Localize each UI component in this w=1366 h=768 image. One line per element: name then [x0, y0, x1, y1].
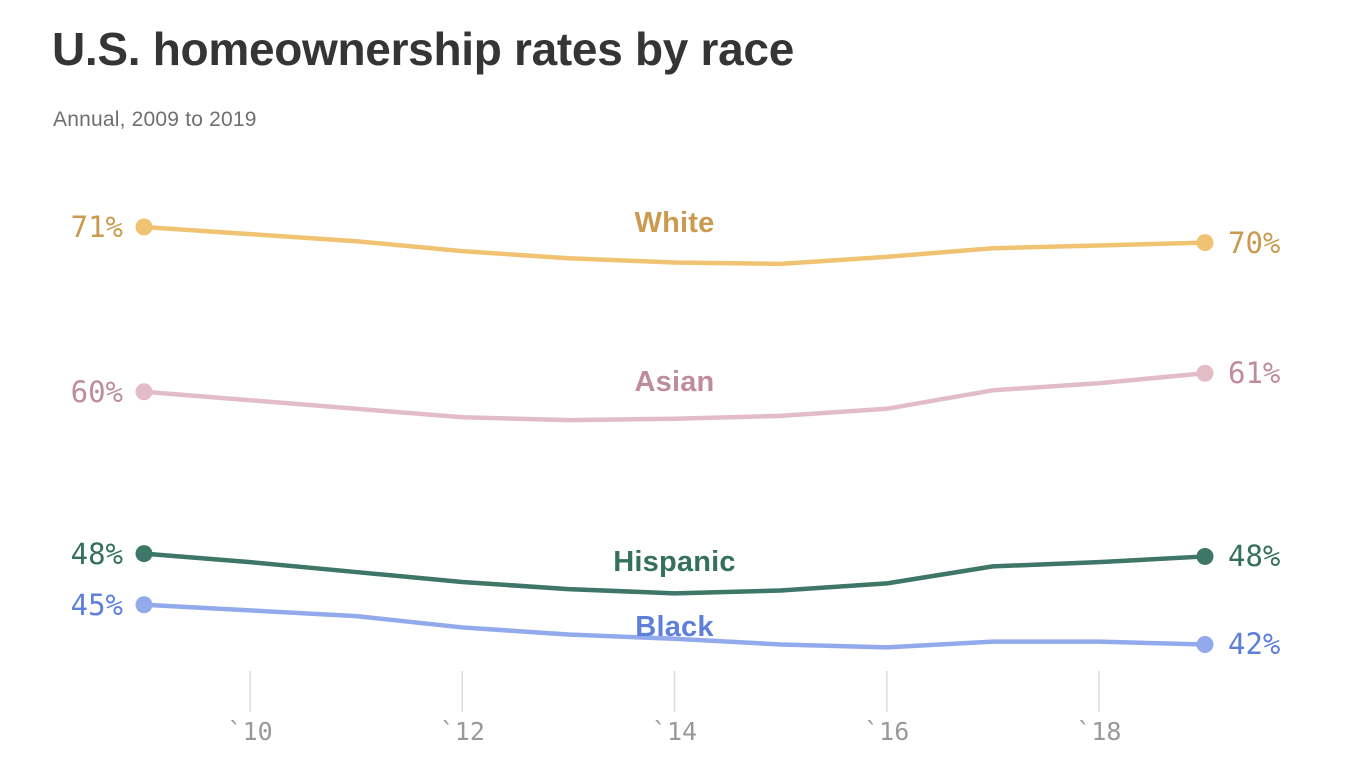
- x-axis-tick-label: `12: [439, 717, 485, 746]
- asian-end-dot: [1196, 364, 1214, 382]
- x-axis-tick-label: `10: [227, 717, 273, 746]
- black-end-dot: [1196, 635, 1214, 653]
- x-axis-tick-label: `14: [651, 717, 698, 746]
- hispanic-line: [141, 551, 1208, 596]
- chart-subtitle: Annual, 2009 to 2019: [53, 108, 257, 131]
- black-line: [141, 602, 1208, 650]
- white-line: [141, 224, 1208, 267]
- hispanic-end-dot: [1196, 547, 1214, 565]
- chart-title: U.S. homeownership rates by race: [52, 23, 794, 75]
- black-end-value-label: 42%: [1228, 627, 1281, 662]
- asian-start-dot: [135, 383, 153, 401]
- asian-series-label: Asian: [634, 365, 715, 398]
- black-start-dot: [135, 596, 153, 614]
- white-start-dot: [135, 218, 153, 236]
- asian-start-value-label: 60%: [70, 374, 123, 409]
- x-axis-tick-label: `18: [1076, 717, 1122, 746]
- hispanic-start-value-label: 48%: [70, 536, 123, 571]
- white-end-value-label: 70%: [1228, 225, 1281, 260]
- white-series-label: White: [634, 206, 715, 239]
- asian-line: [141, 371, 1208, 423]
- black-series-label: Black: [635, 610, 714, 643]
- black-start-value-label: 45%: [70, 587, 123, 622]
- x-axis-tick-label: `16: [864, 717, 910, 746]
- hispanic-start-dot: [135, 545, 153, 563]
- white-start-value-label: 71%: [70, 210, 123, 244]
- asian-end-value-label: 61%: [1228, 356, 1281, 391]
- hispanic-end-value-label: 48%: [1228, 539, 1281, 574]
- white-end-dot: [1196, 234, 1214, 252]
- hispanic-series-label: Hispanic: [613, 546, 736, 579]
